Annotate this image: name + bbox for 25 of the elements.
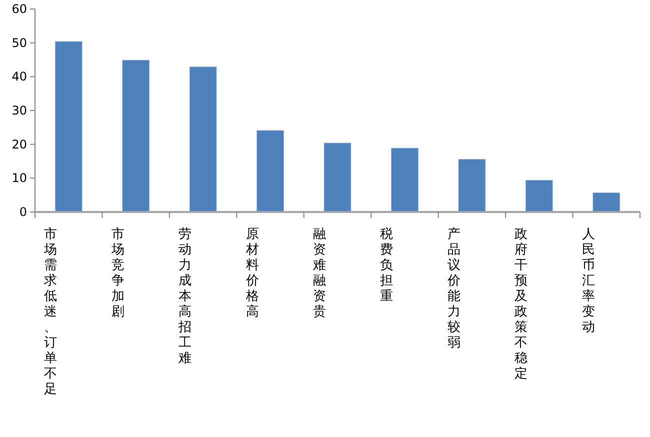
bar bbox=[525, 180, 553, 212]
x-tick-label: 原材料价格高 bbox=[244, 227, 259, 320]
category-label: 劳动力成本高招工难 bbox=[178, 227, 192, 366]
y-tick-label: 60 bbox=[12, 2, 27, 16]
bar bbox=[256, 130, 284, 212]
category-label: 政府干预及政策不稳定 bbox=[514, 227, 528, 382]
x-tick-label: 人民币汇率变动 bbox=[582, 227, 595, 335]
x-tick-label: 融资难融资贵 bbox=[312, 227, 326, 320]
y-tick-label: 10 bbox=[12, 171, 27, 186]
bar bbox=[324, 142, 352, 212]
bar bbox=[54, 41, 82, 212]
y-tick-label: 0 bbox=[19, 205, 27, 219]
bar bbox=[391, 148, 418, 212]
y-tick-label: 50 bbox=[12, 36, 27, 50]
bar bbox=[189, 66, 217, 212]
bar bbox=[592, 192, 620, 212]
y-tick-label: 40 bbox=[12, 70, 27, 84]
y-tick-label: 20 bbox=[12, 137, 27, 152]
y-tick-label: 30 bbox=[12, 104, 27, 118]
category-label: 市场需求低迷、订单不足 bbox=[44, 227, 58, 397]
x-tick-label: 税费负担重 bbox=[380, 227, 394, 304]
bar bbox=[458, 158, 486, 212]
x-tick-label: 产品议价能力较弱 bbox=[446, 227, 460, 350]
x-tick-label: 市场竞争加剧 bbox=[110, 227, 124, 320]
bar bbox=[122, 60, 150, 212]
